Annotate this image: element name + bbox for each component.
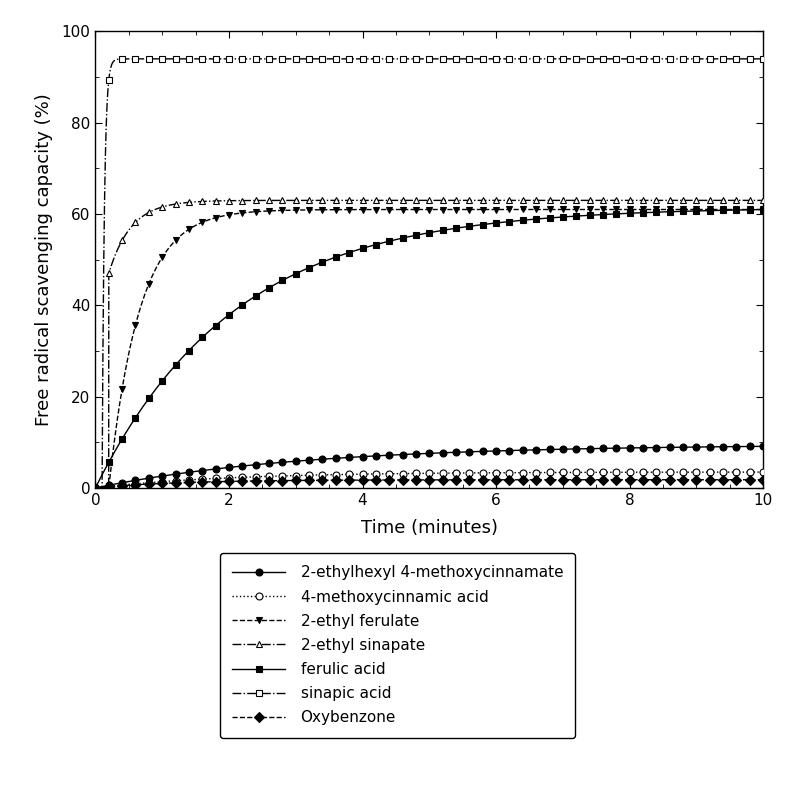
X-axis label: Time (minutes): Time (minutes) <box>361 519 498 537</box>
Legend: 2-ethylhexyl 4-methoxycinnamate, 4-methoxycinnamic acid, 2-ethyl ferulate, 2-eth: 2-ethylhexyl 4-methoxycinnamate, 4-metho… <box>219 553 576 737</box>
Y-axis label: Free radical scavenging capacity (%): Free radical scavenging capacity (%) <box>35 94 53 426</box>
